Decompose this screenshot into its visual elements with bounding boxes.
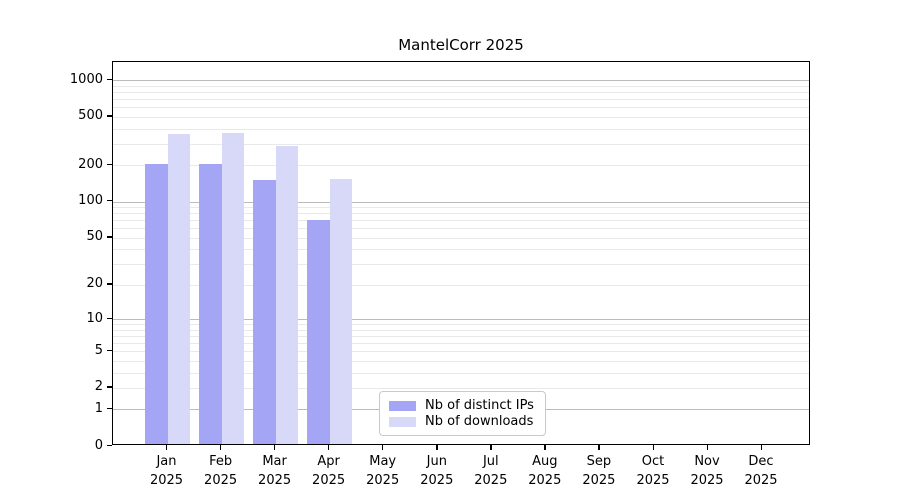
legend-label-distinct-ips: Nb of distinct IPs	[425, 398, 534, 413]
y-tick-label-0: 0	[94, 437, 103, 453]
y-tick-label-5: 5	[94, 342, 103, 358]
y-tick-label-200: 200	[78, 156, 103, 172]
y-tick-label-1000: 1000	[69, 71, 103, 87]
x-tick-label-nov: Nov 2025	[690, 454, 724, 488]
x-tick-mark-jul	[490, 445, 492, 450]
bar-downloads-feb	[221, 133, 244, 444]
x-tick-mark-sep	[598, 445, 600, 450]
gridline-minor-5	[113, 351, 809, 353]
legend-swatch-downloads	[389, 417, 416, 427]
legend-row-distinct-ips: Nb of distinct IPs	[389, 398, 537, 414]
gridline-minor-200	[113, 165, 809, 167]
gridline-minor-900	[113, 85, 809, 87]
bar-downloads-jan	[167, 133, 190, 444]
gridline-major-1000	[113, 80, 809, 82]
y-tick-mark-20	[107, 283, 112, 285]
bar-downloads-mar	[275, 146, 299, 444]
bar-distinct-ips-feb	[199, 163, 222, 444]
x-tick-label-dec: Dec 2025	[744, 454, 778, 488]
gridline-minor-50	[113, 237, 809, 239]
x-tick-label-aug: Aug 2025	[528, 454, 562, 488]
gridline-minor-500	[113, 116, 809, 118]
x-tick-mark-dec	[760, 445, 762, 450]
y-tick-mark-1000	[107, 78, 112, 80]
x-tick-label-jan: Jan 2025	[149, 454, 184, 488]
x-tick-label-apr: Apr 2025	[312, 454, 346, 488]
gridline-minor-600	[113, 107, 809, 109]
x-tick-mark-may	[382, 445, 384, 450]
y-tick-label-10: 10	[86, 310, 103, 326]
y-tick-mark-2	[107, 386, 112, 388]
x-tick-mark-feb	[220, 445, 222, 450]
bar-distinct-ips-mar	[253, 180, 276, 444]
x-tick-label-jun: Jun 2025	[420, 454, 454, 488]
x-tick-label-sep: Sep 2025	[582, 454, 616, 488]
gridline-minor-60	[113, 228, 809, 230]
y-tick-label-20: 20	[86, 276, 103, 292]
chart-title: MantelCorr 2025	[398, 36, 524, 54]
bar-downloads-apr	[329, 178, 353, 444]
x-tick-mark-jun	[436, 445, 438, 450]
gridline-major-10	[113, 319, 809, 320]
gridline-minor-30	[113, 264, 809, 266]
gridline-minor-800	[113, 92, 809, 93]
gridline-minor-2	[113, 387, 809, 389]
gridline-minor-8	[113, 329, 809, 331]
y-tick-label-1: 1	[94, 400, 103, 416]
plot-area	[112, 61, 810, 445]
x-tick-label-oct: Oct 2025	[636, 454, 670, 488]
gridline-minor-90	[113, 207, 809, 209]
x-tick-mark-mar	[274, 445, 276, 450]
gridline-minor-300	[113, 143, 809, 145]
x-tick-mark-oct	[652, 445, 654, 450]
x-tick-label-feb: Feb 2025	[204, 454, 238, 488]
gridline-minor-40	[113, 249, 809, 251]
gridline-minor-20	[113, 284, 809, 286]
x-tick-label-jul: Jul 2025	[474, 454, 508, 488]
gridline-minor-7	[113, 335, 809, 337]
gridline-minor-9	[113, 324, 809, 326]
y-tick-label-500: 500	[78, 108, 103, 124]
x-tick-mark-jan	[166, 445, 168, 450]
y-tick-label-2: 2	[94, 379, 103, 395]
gridline-minor-80	[113, 213, 809, 215]
bar-distinct-ips-apr	[307, 219, 330, 444]
gridline-major-100	[113, 201, 809, 203]
y-tick-mark-100	[107, 200, 112, 202]
bar-distinct-ips-jan	[145, 164, 168, 444]
legend: Nb of distinct IPs Nb of downloads	[379, 391, 546, 436]
y-tick-mark-0	[107, 444, 112, 446]
y-tick-label-50: 50	[86, 229, 103, 245]
legend-swatch-distinct-ips	[389, 401, 416, 411]
gridline-minor-400	[113, 128, 809, 130]
y-tick-mark-50	[107, 236, 112, 238]
gridline-minor-700	[113, 99, 809, 100]
y-tick-mark-10	[107, 317, 112, 319]
x-tick-mark-aug	[544, 445, 546, 450]
x-tick-mark-nov	[706, 445, 708, 450]
y-tick-mark-500	[107, 115, 112, 117]
y-tick-mark-200	[107, 163, 112, 165]
y-tick-mark-1	[107, 407, 112, 410]
y-tick-label-100: 100	[78, 193, 103, 209]
x-tick-label-may: May 2025	[366, 454, 400, 488]
gridline-minor-6	[113, 343, 809, 344]
y-tick-mark-5	[107, 349, 112, 351]
gridline-minor-4	[113, 360, 809, 362]
gridline-minor-70	[113, 220, 809, 222]
legend-row-downloads: Nb of downloads	[389, 414, 537, 430]
legend-label-downloads: Nb of downloads	[425, 414, 534, 429]
x-tick-label-mar: Mar 2025	[258, 454, 292, 488]
gridline-minor-3	[113, 372, 809, 374]
x-tick-mark-apr	[328, 445, 330, 450]
